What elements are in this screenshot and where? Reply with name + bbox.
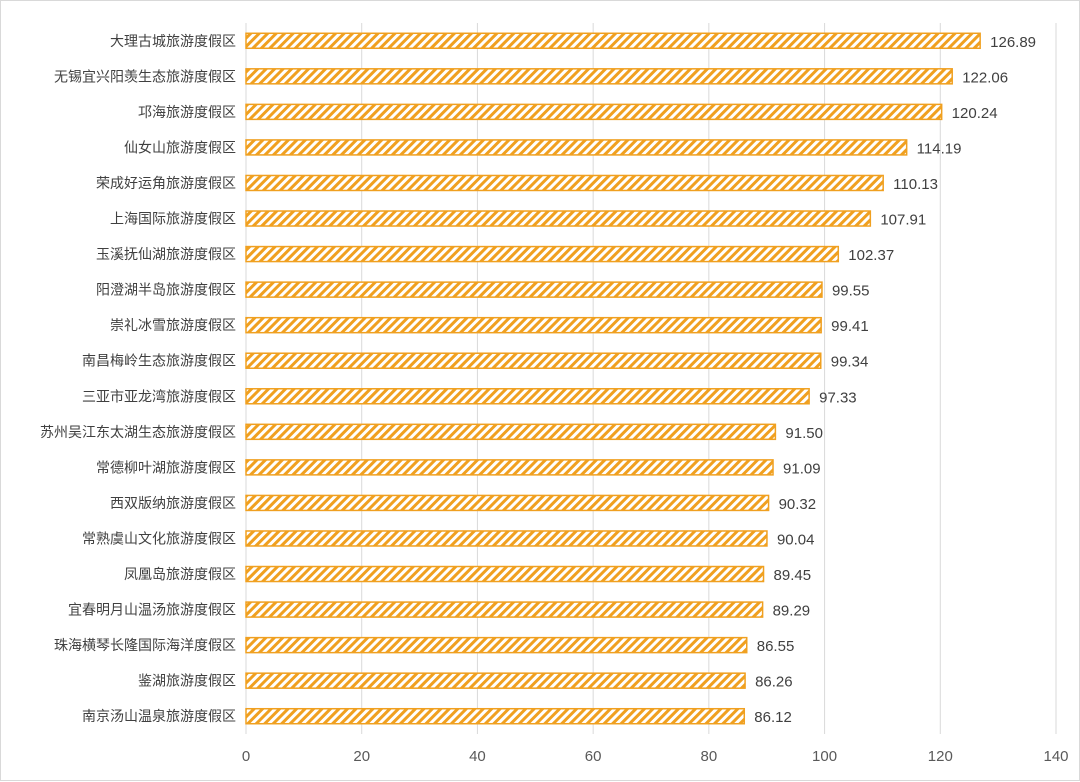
category-label: 凤凰岛旅游度假区 (124, 567, 236, 583)
data-label: 89.29 (773, 603, 811, 620)
bar (245, 636, 748, 654)
category-label: 荣成好运角旅游度假区 (96, 176, 236, 192)
data-label: 86.12 (754, 709, 792, 726)
bar (245, 672, 746, 689)
bar (245, 32, 981, 50)
category-label: 阳澄湖半岛旅游度假区 (96, 283, 236, 299)
data-label: 91.50 (785, 425, 823, 442)
data-label: 90.04 (777, 531, 815, 548)
x-tick-label: 20 (353, 748, 370, 765)
category-label: 西双版纳旅游度假区 (110, 496, 236, 512)
data-label: 86.55 (757, 638, 795, 655)
category-label: 玉溪抚仙湖旅游度假区 (96, 247, 236, 263)
x-tick-label: 100 (812, 748, 837, 765)
bar (245, 68, 953, 85)
data-label: 99.41 (831, 318, 869, 335)
x-tick-label: 80 (701, 748, 718, 765)
x-tick-label: 0 (242, 748, 250, 765)
bar (245, 352, 822, 369)
data-label: 120.24 (952, 105, 998, 122)
data-label: 102.37 (848, 247, 894, 264)
data-label: 86.26 (755, 674, 793, 691)
data-label: 114.19 (917, 140, 962, 157)
bar (245, 601, 764, 618)
bar (245, 459, 774, 476)
x-tick-label: 140 (1043, 748, 1068, 765)
bar (245, 245, 840, 263)
category-label: 常德柳叶湖旅游度假区 (96, 459, 236, 476)
x-tick-label: 40 (469, 748, 486, 765)
bar (245, 281, 823, 298)
category-label: 宜春明月山温汤旅游度假区 (68, 603, 236, 619)
bar (245, 139, 908, 156)
bar (245, 210, 872, 227)
bar (245, 174, 884, 192)
data-label: 122.06 (962, 69, 1008, 86)
category-label: 南京汤山温泉旅游度假区 (82, 708, 236, 725)
data-label: 99.55 (832, 283, 870, 300)
data-label: 97.33 (819, 389, 857, 406)
bar (245, 530, 768, 547)
data-label: 107.91 (880, 212, 926, 229)
data-label: 110.13 (893, 176, 938, 193)
gridlines (245, 23, 1057, 734)
category-label: 苏州吴江东太湖生态旅游度假区 (40, 425, 236, 441)
category-label: 三亚市亚龙湾旅游度假区 (82, 388, 236, 405)
x-tick-label: 120 (928, 748, 953, 765)
data-label: 89.45 (774, 567, 812, 584)
bar (245, 388, 810, 405)
bar (245, 423, 777, 441)
category-label: 鉴湖旅游度假区 (138, 674, 236, 690)
category-label: 邛海旅游度假区 (138, 105, 236, 121)
category-label: 珠海横琴长隆国际海洋度假区 (54, 638, 236, 654)
bar (245, 565, 765, 583)
category-label: 仙女山旅游度假区 (124, 139, 236, 156)
data-label: 90.32 (779, 496, 817, 513)
category-labels: 大理古城旅游度假区无锡宜兴阳羡生态旅游度假区邛海旅游度假区仙女山旅游度假区荣成好… (40, 34, 236, 725)
data-label: 126.89 (990, 34, 1036, 51)
bar (245, 103, 943, 121)
x-tick-label: 60 (585, 748, 602, 765)
category-label: 上海国际旅游度假区 (110, 212, 236, 228)
category-label: 大理古城旅游度假区 (110, 34, 236, 50)
x-axis-ticks: 0 20 40 60 80 100 120 140 (242, 748, 1069, 765)
category-label: 崇礼冰雪旅游度假区 (110, 318, 236, 334)
category-label: 南昌梅岭生态旅游度假区 (82, 354, 236, 370)
bar (245, 494, 770, 512)
data-label: 99.34 (831, 354, 869, 371)
bar (245, 316, 822, 334)
bars (245, 32, 981, 725)
category-label: 无锡宜兴阳羡生态旅游度假区 (54, 68, 236, 85)
value-labels: 126.89 122.06 120.24 114.19 110.13 107.91 102.… (754, 34, 1036, 726)
bar (245, 707, 746, 725)
data-label: 91.09 (783, 460, 821, 477)
category-label: 常熟虞山文化旅游度假区 (82, 531, 236, 547)
